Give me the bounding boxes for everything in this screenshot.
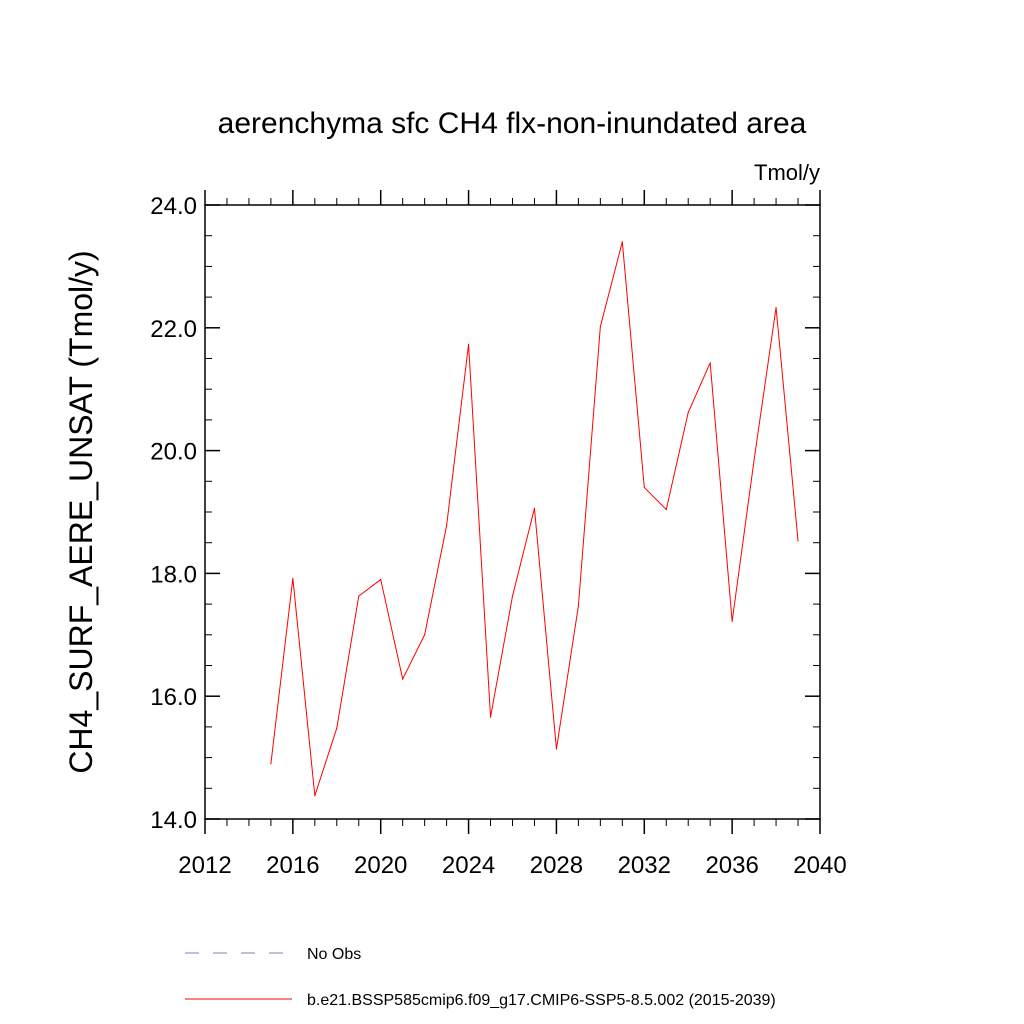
y-tick-label: 20.0	[150, 439, 197, 466]
data-point	[489, 716, 492, 718]
x-tick-label: 2020	[354, 852, 407, 879]
data-point	[424, 634, 426, 636]
legend-label-model: b.e21.BSSP585cmip6.f09_g17.CMIP6-SSP5-8.…	[307, 992, 776, 1009]
x-tick-label: 2012	[178, 852, 231, 879]
legend-label-no-obs: No Obs	[307, 946, 361, 963]
x-tick-label: 2016	[266, 852, 319, 879]
data-point	[270, 763, 272, 765]
y-tick-label: 24.0	[150, 193, 197, 220]
series-layer	[270, 241, 799, 797]
legend: No Obs b.e21.BSSP585cmip6.f09_g17.CMIP6-…	[185, 946, 776, 1009]
series-line	[270, 241, 799, 796]
x-tick-label: 2028	[530, 852, 583, 879]
data-point	[555, 748, 558, 750]
y-tick-label: 22.0	[150, 316, 197, 343]
data-point	[599, 325, 601, 328]
data-point	[731, 620, 733, 622]
x-tick-label: 2040	[793, 852, 846, 879]
data-point	[577, 605, 579, 607]
data-point	[358, 595, 360, 597]
data-point	[753, 459, 755, 461]
legend-item-no-obs: No Obs	[185, 946, 361, 963]
y-tick-label: 16.0	[150, 684, 197, 711]
data-point	[402, 678, 404, 680]
x-tick-label: 2024	[442, 852, 495, 879]
y-tick-label: 18.0	[150, 561, 197, 588]
units-label: Tmol/y	[754, 160, 820, 185]
data-point	[314, 795, 316, 797]
data-point	[467, 343, 470, 345]
data-point	[446, 524, 448, 527]
data-point	[665, 508, 667, 511]
data-point	[687, 411, 689, 414]
data-point	[336, 727, 338, 729]
y-tick-labels: 14.0 16.0 18.0 20.0 22.0 24.0	[150, 193, 197, 834]
data-point	[643, 486, 645, 489]
plot-area	[204, 204, 821, 820]
data-point	[292, 577, 294, 579]
data-point	[797, 540, 799, 542]
data-point	[621, 241, 623, 243]
data-point	[709, 362, 711, 364]
x-tick-label: 2032	[618, 852, 671, 879]
y-axis-label: CH4_SURF_AERE_UNSAT (Tmol/y)	[63, 250, 99, 773]
data-point	[380, 578, 382, 581]
data-point	[775, 306, 777, 309]
legend-item-model: b.e21.BSSP585cmip6.f09_g17.CMIP6-SSP5-8.…	[185, 992, 776, 1009]
data-point	[533, 507, 536, 509]
chart-title: aerenchyma sfc CH4 flx-non-inundated are…	[218, 107, 807, 140]
x-tick-labels: 2012 2016 2020 2024 2028 2032 2036 2040	[178, 852, 846, 879]
x-tick-label: 2036	[705, 852, 758, 879]
data-point	[511, 595, 514, 597]
y-tick-label: 14.0	[150, 807, 197, 834]
axis-ticks	[204, 190, 821, 834]
